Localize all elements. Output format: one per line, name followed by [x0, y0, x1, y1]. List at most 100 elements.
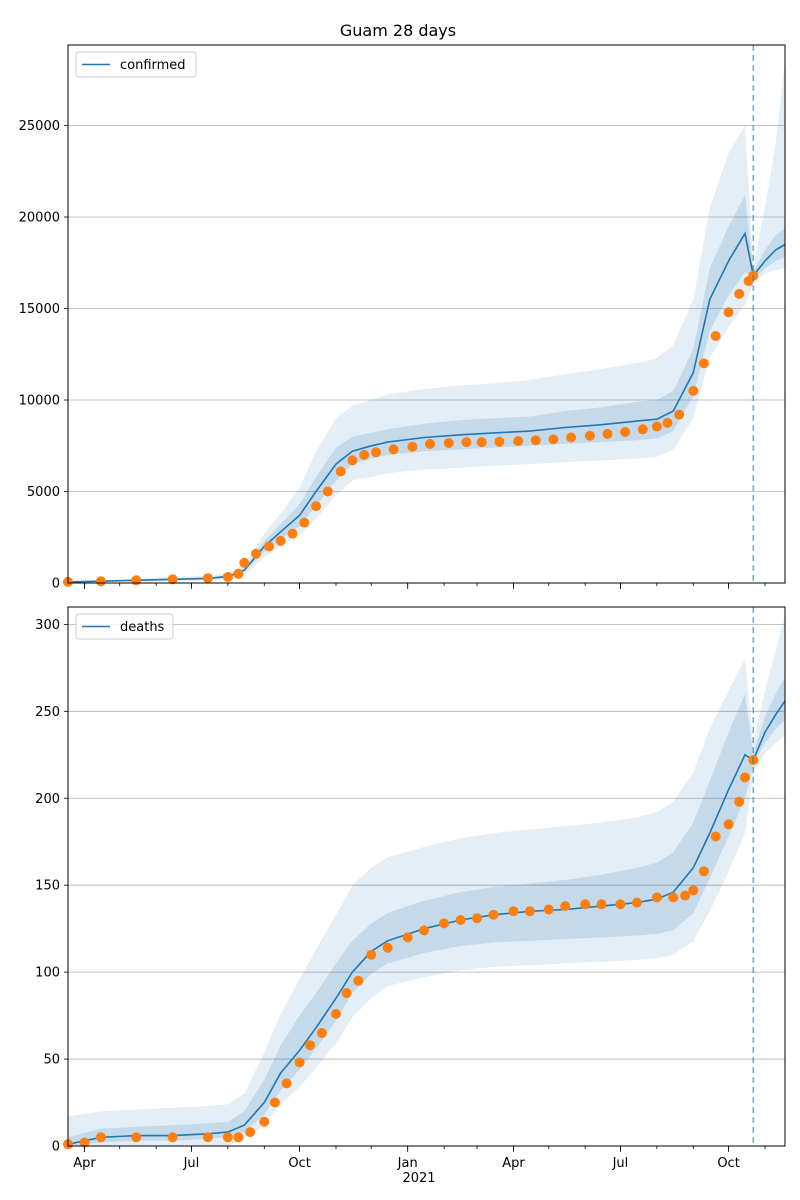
x-tick-label: Oct	[717, 1156, 739, 1171]
observed-point	[662, 417, 673, 428]
observed-point	[222, 572, 233, 582]
observed-point	[530, 435, 541, 446]
observed-point	[596, 899, 607, 910]
y-tick-label: 25000	[19, 119, 60, 134]
axes-frame	[67, 44, 786, 584]
observed-point	[305, 1040, 316, 1051]
observed-point	[710, 831, 721, 842]
observed-point	[388, 444, 399, 455]
legend-box	[75, 613, 174, 640]
x-tick-label: Jul	[612, 1156, 629, 1171]
observed-point	[287, 528, 298, 539]
legend: confirmed	[75, 51, 197, 78]
observed-point	[233, 1132, 244, 1143]
deaths-panel: 0 50 100 150 200 250 300 Apr Jul Oct Jan Apr Jul Oct d…	[35, 606, 786, 1171]
y-tick-label: 200	[35, 792, 60, 807]
observed-point	[167, 574, 178, 585]
inner-uncertainty-band	[68, 676, 785, 1146]
y-tick-label: 5000	[27, 485, 60, 500]
observed-point	[680, 890, 691, 901]
observed-point	[366, 949, 377, 960]
observed-point	[476, 437, 487, 448]
observed-point	[419, 925, 430, 936]
observed-point	[264, 541, 274, 552]
y-tick-label: 0	[52, 1140, 60, 1155]
legend-box	[75, 51, 197, 78]
observed-point	[311, 501, 321, 512]
observed-point	[688, 385, 699, 396]
observed-point	[371, 447, 381, 458]
observed-point	[259, 1116, 270, 1127]
outer-uncertainty-band	[68, 615, 785, 1146]
observed-point	[443, 438, 454, 448]
legend: deaths	[75, 613, 174, 640]
observed-point	[710, 331, 721, 341]
observed-point	[131, 575, 142, 586]
confirmed-panel: 0 5000 10000 15000 20000 25000 confirmed	[19, 44, 786, 592]
observed-point	[548, 434, 559, 445]
observed-point	[620, 427, 631, 437]
observed-point	[524, 906, 535, 917]
observed-point	[631, 897, 642, 908]
observed-point	[202, 1132, 213, 1143]
observed-point	[95, 576, 106, 587]
x-tick-label: Apr	[502, 1156, 525, 1171]
observed-point	[513, 436, 524, 446]
legend-label: confirmed	[120, 58, 186, 73]
observed-point	[347, 455, 358, 466]
x-tick-label: Jul	[183, 1156, 200, 1171]
observed-point	[245, 1127, 256, 1138]
observed-point	[79, 1137, 90, 1148]
observed-point	[299, 517, 310, 528]
observed-point	[584, 430, 595, 441]
observed-point	[233, 568, 244, 579]
observed-point	[494, 436, 505, 447]
observed-point	[651, 421, 662, 432]
observed-point	[668, 892, 679, 903]
observed-point	[202, 573, 213, 584]
observed-point	[651, 892, 662, 903]
y-tick-label: 300	[35, 618, 60, 633]
observed-point	[508, 906, 519, 917]
observed-point	[488, 909, 499, 920]
observed-point	[281, 1078, 292, 1089]
y-tick-label: 150	[35, 879, 60, 894]
observed-point	[402, 932, 413, 943]
observed-point	[734, 796, 745, 807]
outer-uncertainty-band	[68, 61, 785, 583]
observed-point	[698, 358, 709, 369]
observed-point	[251, 548, 262, 559]
observed-point	[688, 885, 699, 896]
observed-point	[269, 1097, 280, 1108]
observed-point	[734, 288, 745, 299]
observed-point	[382, 942, 393, 953]
observed-point	[275, 535, 286, 546]
observed-point	[407, 441, 418, 452]
observed-point	[472, 913, 482, 924]
observed-point	[439, 918, 450, 929]
observed-point	[353, 975, 364, 986]
observed-point	[637, 424, 648, 435]
observed-point	[95, 1132, 106, 1143]
y-tick-label: 15000	[19, 302, 60, 317]
observed-point	[222, 1132, 233, 1143]
x-tick-label: Jan	[397, 1156, 418, 1171]
observed-point	[698, 866, 709, 877]
x-year-label: 2021	[402, 1171, 435, 1186]
observed-point	[359, 449, 370, 460]
observed-point	[566, 432, 577, 443]
observed-point	[615, 899, 626, 910]
observed-point	[425, 438, 435, 449]
y-tick-label: 20000	[19, 211, 60, 226]
axes-frame	[67, 606, 786, 1147]
observed-point	[455, 915, 466, 925]
observed-point	[322, 486, 333, 497]
inner-uncertainty-band	[68, 195, 785, 583]
observed-point	[341, 988, 352, 998]
y-tick-label: 100	[35, 966, 60, 981]
legend-label: deaths	[120, 620, 165, 635]
y-tick-label: 0	[52, 577, 60, 592]
observed-point	[131, 1132, 142, 1143]
observed-point	[316, 1028, 327, 1038]
observed-point	[580, 899, 591, 910]
